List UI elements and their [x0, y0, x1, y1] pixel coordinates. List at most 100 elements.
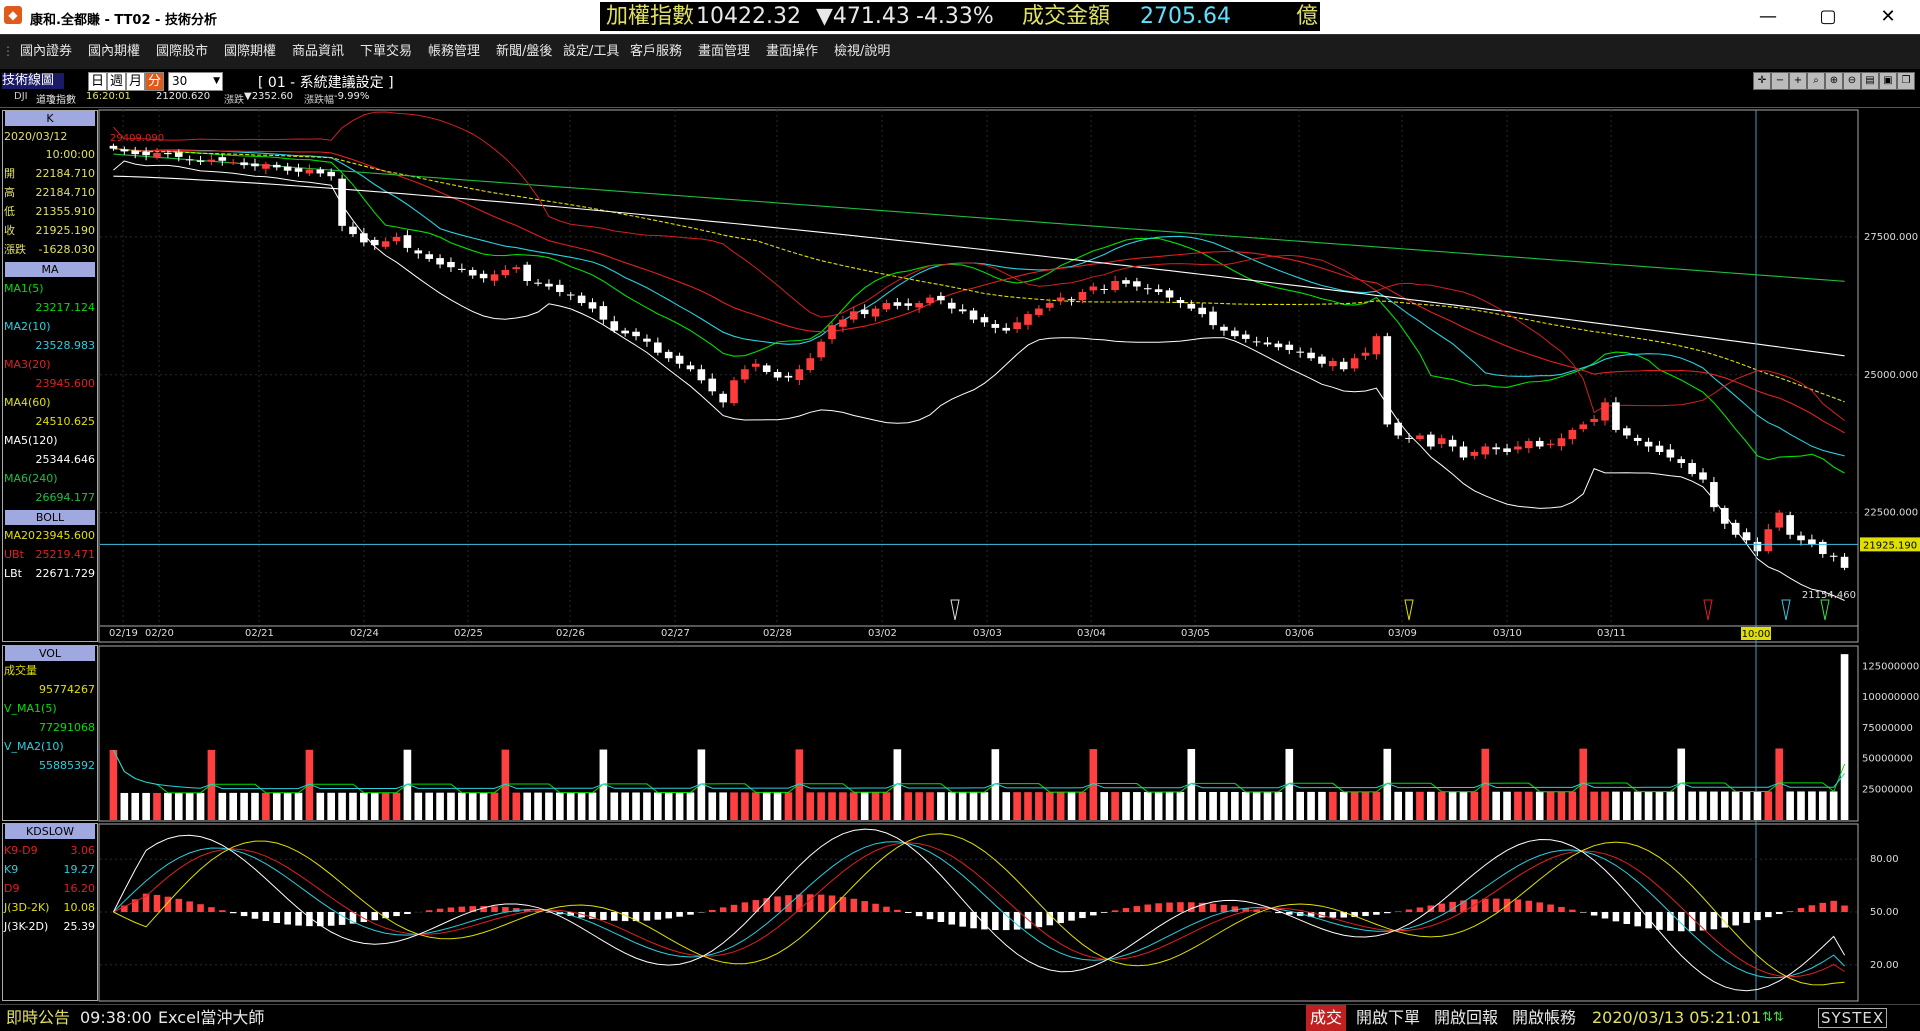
- candle-body: [512, 267, 520, 269]
- candle-body: [1481, 446, 1489, 454]
- volume-bar: [1471, 792, 1479, 820]
- kd-diff-bar: [448, 907, 455, 912]
- kd-diff-bar: [263, 912, 270, 921]
- plot-frame-0: [99, 110, 1858, 642]
- candle-body: [1002, 328, 1010, 331]
- candle-body: [1471, 452, 1479, 456]
- kd-diff-bar: [1820, 903, 1827, 912]
- status-bar: 即時公告 09:38:00 Excel當沖大師 成交 開啟下單 開啟回報 開啟帳…: [0, 1004, 1920, 1031]
- candle-body: [904, 303, 912, 305]
- candle-body: [229, 162, 237, 163]
- candle-body: [1743, 532, 1751, 540]
- kd-diff-bar: [1526, 901, 1533, 912]
- volume-bar: [121, 793, 129, 820]
- ma-line-3: [113, 149, 1844, 402]
- kd-diff-bar: [829, 895, 836, 912]
- volume-bar: [1198, 792, 1206, 820]
- candle-body: [1819, 542, 1827, 554]
- kd-diff-bar: [1645, 912, 1652, 928]
- volume-bar: [1667, 792, 1675, 820]
- kd-diff-bar: [1406, 909, 1413, 912]
- kd-diff-bar: [676, 912, 683, 917]
- volume-bar: [1068, 792, 1076, 820]
- volume-bar: [316, 793, 324, 820]
- kd-diff-bar: [1362, 912, 1369, 916]
- candle-body: [1503, 448, 1511, 452]
- kd-diff-bar: [807, 894, 814, 912]
- volume-bar: [284, 793, 292, 820]
- volume-bar: [110, 750, 118, 820]
- kd-diff-bar: [197, 904, 204, 912]
- volume-bar: [153, 793, 161, 820]
- kd-diff-bar: [1188, 902, 1195, 912]
- volume-bar: [1536, 792, 1544, 820]
- volume-bar: [1732, 792, 1740, 820]
- kd-diff-bar: [219, 910, 226, 912]
- volume-bar: [752, 792, 760, 820]
- volume-bar: [1754, 792, 1762, 820]
- kd-diff-bar: [1624, 912, 1631, 924]
- kd-diff-bar: [1602, 912, 1609, 918]
- candle-body: [1329, 361, 1337, 366]
- volume-bar: [1460, 792, 1468, 820]
- boll-upper-line: [113, 112, 1844, 421]
- candle-body: [1677, 459, 1685, 463]
- candle-body: [1460, 446, 1468, 457]
- candle-body: [545, 284, 553, 287]
- volume-bar: [1362, 792, 1370, 820]
- candle-body: [1242, 335, 1250, 339]
- kd-diff-bar: [720, 907, 727, 912]
- signal-marker-2: [1704, 600, 1712, 620]
- volume-bar: [164, 793, 172, 820]
- kd-diff-bar: [393, 912, 400, 916]
- kd-diff-bar: [1177, 902, 1184, 912]
- volume-bar: [1601, 792, 1609, 820]
- open-account-button[interactable]: 開啟帳務: [1512, 1005, 1576, 1031]
- candle-body: [610, 321, 618, 330]
- candle-body: [382, 241, 390, 247]
- kd-j2-line: [113, 829, 1844, 991]
- candle-body: [828, 325, 836, 339]
- notice-label[interactable]: 即時公告: [6, 1005, 70, 1031]
- volume-bar: [1623, 792, 1631, 820]
- kd-diff-bar: [186, 901, 193, 912]
- updown-icon: ⇅⇅: [1762, 1005, 1784, 1031]
- candle-body: [676, 356, 684, 364]
- open-report-button[interactable]: 開啟回報: [1434, 1005, 1498, 1031]
- candle-body: [654, 343, 662, 353]
- volume-bar: [1492, 792, 1500, 820]
- candle-body: [121, 149, 129, 151]
- volume-bar: [1590, 792, 1598, 820]
- candle-body: [1732, 523, 1740, 535]
- volume-bar: [382, 793, 390, 820]
- kd-diff-bar: [1656, 912, 1663, 930]
- candle-body: [1057, 298, 1065, 301]
- date-tick-12: 03/06: [1285, 628, 1314, 639]
- kd-diff-bar: [1754, 912, 1761, 920]
- deal-button[interactable]: 成交: [1306, 1005, 1346, 1031]
- candle-body: [436, 258, 444, 264]
- notice-text[interactable]: Excel當沖大師: [158, 1005, 264, 1031]
- kd-diff-bar: [1700, 912, 1707, 930]
- candle-body: [491, 274, 499, 280]
- kd-diff-bar: [1395, 911, 1402, 912]
- candle-body: [110, 146, 118, 149]
- candle-body: [894, 302, 902, 306]
- candle-body: [665, 352, 673, 358]
- candle-body: [1525, 441, 1533, 448]
- candle-body: [1765, 529, 1773, 551]
- kd-diff-bar: [1123, 908, 1130, 912]
- kd-diff-bar: [1591, 912, 1598, 916]
- volume-bar: [1765, 791, 1773, 820]
- kd-diff-bar: [949, 912, 956, 925]
- kd-diff-bar: [894, 910, 901, 912]
- candle-body: [447, 262, 455, 267]
- candle-body: [1416, 435, 1424, 439]
- kd-diff-bar: [1558, 907, 1565, 912]
- open-order-button[interactable]: 開啟下單: [1356, 1005, 1420, 1031]
- kd-diff-bar: [1613, 912, 1620, 921]
- date-tick-4: 02/25: [454, 628, 483, 639]
- volume-bar: [414, 793, 422, 820]
- candle-body: [850, 311, 858, 319]
